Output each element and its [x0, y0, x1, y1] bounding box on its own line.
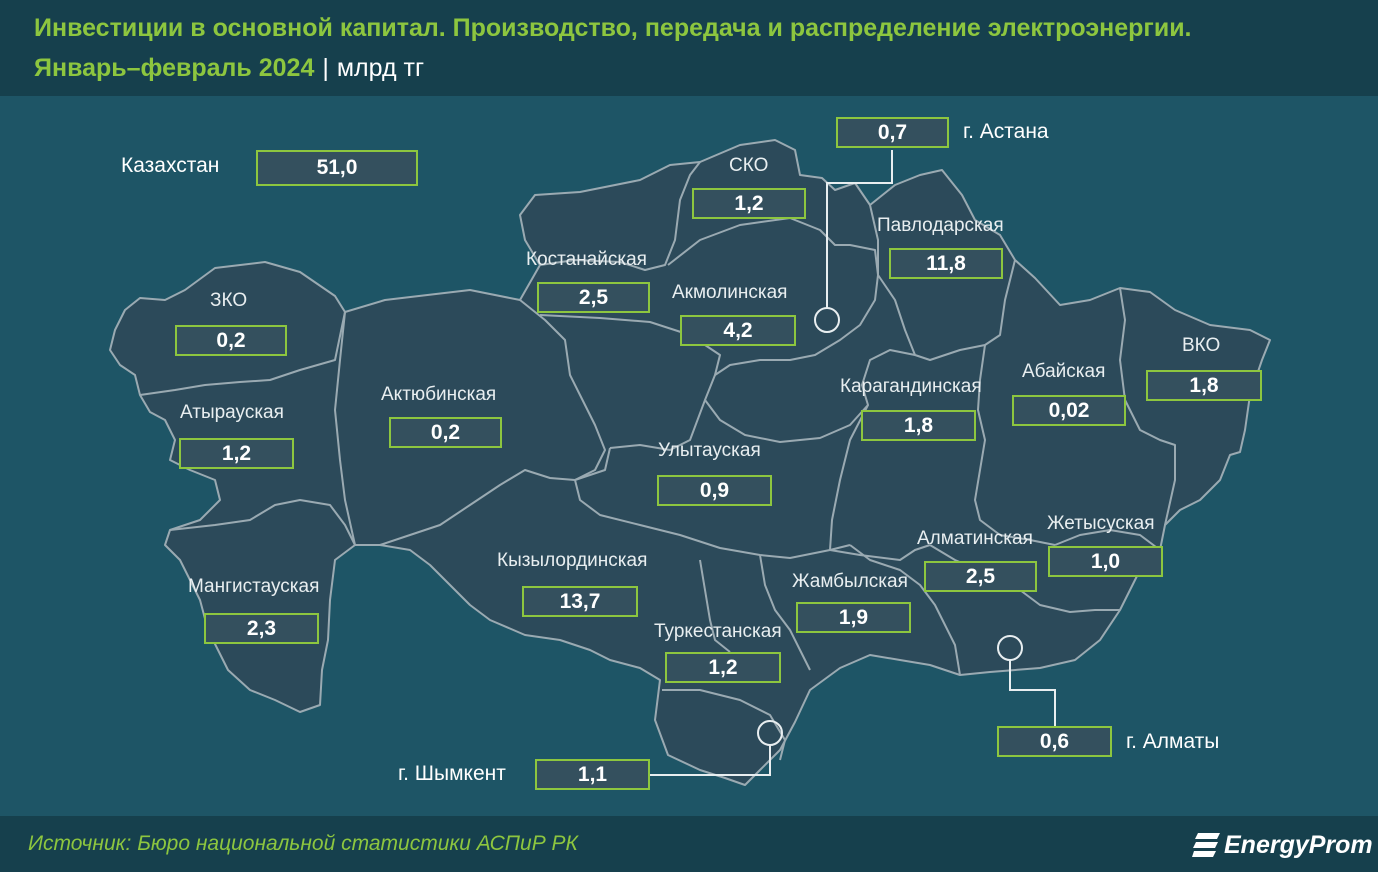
- border-abai-zhetysu: [1054, 529, 1161, 551]
- region-label-aktobe: Актюбинская: [381, 384, 497, 405]
- region-borders: [139, 161, 1176, 761]
- region-label-kyzylorda: Кызылординская: [497, 550, 648, 571]
- city-label-shymkent: г. Шымкент: [398, 762, 506, 785]
- region-value-aktobe: 0,2: [389, 417, 502, 448]
- border-turkestan-south: [662, 689, 786, 761]
- region-value-sko: 1,2: [692, 188, 806, 219]
- border-aktobe-kyzylorda: [379, 469, 576, 546]
- almaty-leader-line: [1009, 660, 1056, 726]
- source-note: Источник: Бюро национальной статистики А…: [28, 832, 578, 855]
- city-label-almaty: г. Алматы: [1126, 730, 1220, 753]
- region-value-vko: 1,8: [1146, 370, 1262, 401]
- unit-label: млрд тг: [336, 54, 425, 82]
- region-label-karaganda: Карагандинская: [840, 376, 982, 397]
- city-label-astana: г. Астана: [963, 120, 1049, 143]
- city-value-astana: 0,7: [836, 117, 949, 148]
- region-value-mangystau: 2,3: [204, 613, 319, 644]
- border-akmola-pavlodar: [869, 204, 1016, 361]
- border-karaganda-ulytau: [704, 349, 916, 443]
- border-aktobe-kostanai: [519, 299, 606, 481]
- border-abai-vko: [1119, 287, 1176, 526]
- region-value-kostanai: 2,5: [537, 282, 650, 313]
- region-value-akmola: 4,2: [680, 315, 796, 346]
- region-value-abai: 0,02: [1012, 395, 1126, 426]
- border-kyzylorda-turkestan: [699, 559, 731, 653]
- border-aktobe-west: [334, 311, 356, 546]
- region-label-almaty-region: Алматинская: [917, 528, 1033, 549]
- shymkent-leader-line: [650, 745, 771, 776]
- border-karaganda-east: [829, 404, 931, 561]
- astana-leader-line: [826, 150, 893, 308]
- region-label-turkestan: Туркестанская: [654, 621, 782, 642]
- border-zko-atyrau: [139, 311, 346, 396]
- region-value-ulytau: 0,9: [657, 475, 772, 506]
- header-bar: [0, 0, 1378, 96]
- separator: |: [322, 54, 329, 82]
- energyprom-logo-icon: [1192, 833, 1220, 857]
- city-markers: [650, 150, 1056, 776]
- region-value-zhetysu: 1,0: [1048, 546, 1163, 577]
- region-label-sko: СКО: [729, 155, 769, 176]
- logo-text: EnergyProm: [1224, 831, 1373, 859]
- region-label-atyrau: Атырауская: [180, 402, 284, 423]
- country-outline: [109, 139, 1271, 786]
- region-value-kyzylorda: 13,7: [522, 586, 638, 617]
- border-ulytau-south: [574, 447, 851, 559]
- country-shape: [109, 139, 1271, 786]
- border-karaganda-abai: [974, 344, 1056, 546]
- region-label-vko: ВКО: [1182, 335, 1221, 356]
- region-label-mangystau: Мангистауская: [188, 576, 320, 597]
- footer-bar: [0, 816, 1378, 872]
- region-label-zko: ЗКО: [210, 290, 248, 311]
- city-value-almaty: 0,6: [997, 726, 1112, 757]
- region-label-ulytau: Улытауская: [658, 440, 761, 461]
- total-label: Казахстан: [121, 154, 220, 177]
- region-label-abai: Абайская: [1022, 361, 1106, 382]
- region-label-pavlodar: Павлодарская: [877, 215, 1004, 236]
- region-label-zhambyl: Жамбылская: [792, 571, 908, 592]
- energyprom-logo: EnergyProm: [1192, 828, 1373, 862]
- border-kostanai-sko: [539, 161, 701, 271]
- region-value-turkestan: 1,2: [665, 652, 781, 683]
- chart-subtitle: Январь–февраль 2024 | млрд тг: [34, 54, 424, 83]
- total-value: 51,0: [256, 150, 418, 186]
- region-label-zhetysu: Жетысуская: [1047, 513, 1155, 534]
- region-label-akmola: Акмолинская: [672, 282, 788, 303]
- region-value-pavlodar: 11,8: [889, 248, 1003, 279]
- city-value-shymkent: 1,1: [535, 759, 650, 790]
- border-atyrau-mangystau: [169, 499, 356, 546]
- region-label-kostanai: Костанайская: [526, 249, 647, 270]
- region-value-zko: 0,2: [175, 325, 287, 356]
- border-turkestan-zhambyl: [759, 554, 811, 671]
- region-value-almaty-region: 2,5: [924, 561, 1037, 592]
- region-value-zhambyl: 1,9: [796, 602, 911, 633]
- region-value-atyrau: 1,2: [179, 438, 294, 469]
- period-label: Январь–февраль 2024: [34, 54, 315, 82]
- border-almaty-zhambyl: [849, 544, 961, 676]
- region-value-karaganda: 1,8: [861, 410, 976, 441]
- chart-title: Инвестиции в основной капитал. Производс…: [34, 14, 1192, 42]
